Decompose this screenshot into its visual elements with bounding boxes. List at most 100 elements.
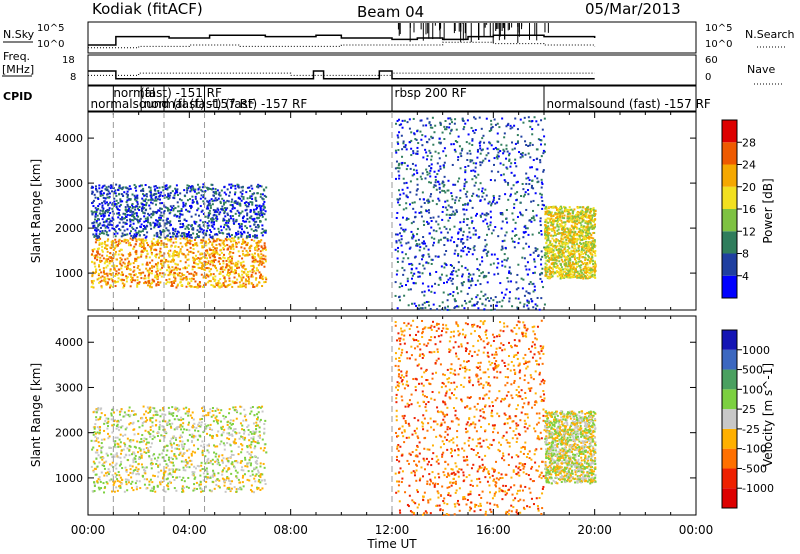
range-gate-cell bbox=[102, 232, 105, 235]
range-gate-cell bbox=[584, 220, 587, 223]
range-gate-cell bbox=[183, 277, 186, 280]
range-gate-cell bbox=[498, 300, 501, 303]
range-gate-cell bbox=[134, 206, 137, 209]
range-gate-cell bbox=[90, 210, 93, 213]
range-gate-cell bbox=[217, 208, 220, 211]
range-gate-cell bbox=[124, 233, 127, 236]
range-gate-cell bbox=[577, 244, 580, 247]
range-gate-cell bbox=[201, 264, 204, 267]
range-gate-cell bbox=[213, 285, 216, 288]
range-gate-cell bbox=[103, 224, 106, 227]
range-gate-cell bbox=[131, 214, 134, 217]
range-gate-cell bbox=[197, 284, 200, 287]
range-gate-cell bbox=[443, 175, 446, 178]
range-gate-cell bbox=[211, 237, 214, 240]
range-gate-cell bbox=[563, 228, 566, 231]
range-gate-cell bbox=[433, 184, 436, 187]
range-gate-cell bbox=[560, 224, 563, 227]
range-gate-cell bbox=[457, 268, 460, 271]
range-gate-cell bbox=[574, 267, 577, 270]
range-gate-cell bbox=[118, 250, 121, 253]
range-gate-cell bbox=[588, 220, 591, 223]
range-gate-cell bbox=[135, 260, 138, 263]
range-gate-cell bbox=[207, 281, 210, 284]
range-gate-cell bbox=[160, 239, 163, 242]
range-gate-cell bbox=[210, 268, 213, 271]
range-gate-cell bbox=[92, 286, 95, 289]
range-gate-cell bbox=[213, 192, 216, 195]
range-gate-cell bbox=[215, 249, 218, 252]
range-gate-cell bbox=[255, 220, 258, 223]
range-gate-cell bbox=[165, 227, 168, 230]
range-gate-cell bbox=[159, 250, 162, 253]
range-gate-cell bbox=[244, 283, 247, 286]
range-gate-cell bbox=[401, 216, 404, 219]
range-gate-cell bbox=[462, 220, 465, 223]
range-gate-cell bbox=[533, 258, 536, 261]
range-gate-cell bbox=[151, 259, 154, 262]
range-gate-cell bbox=[577, 275, 580, 278]
range-gate-cell bbox=[151, 202, 154, 205]
range-gate-cell bbox=[486, 233, 489, 236]
range-gate-cell bbox=[422, 254, 425, 257]
range-gate-cell bbox=[234, 187, 237, 190]
range-gate-cell bbox=[569, 265, 572, 268]
range-gate-cell bbox=[463, 185, 466, 188]
range-gate-cell bbox=[530, 166, 533, 169]
range-gate-cell bbox=[259, 184, 262, 187]
range-gate-cell bbox=[456, 286, 459, 289]
range-gate-cell bbox=[575, 240, 578, 243]
range-gate-cell bbox=[157, 281, 160, 284]
range-gate-cell bbox=[246, 242, 249, 245]
range-gate-cell bbox=[490, 204, 493, 207]
range-gate-cell bbox=[135, 226, 138, 229]
range-gate-cell bbox=[123, 191, 126, 194]
range-gate-cell bbox=[169, 205, 172, 208]
range-gate-cell bbox=[554, 213, 557, 216]
range-gate-cell bbox=[427, 262, 430, 265]
range-gate-cell bbox=[419, 175, 422, 178]
range-gate-cell bbox=[402, 228, 405, 231]
range-gate-cell bbox=[408, 118, 411, 121]
range-gate-cell bbox=[118, 186, 121, 189]
range-gate-cell bbox=[183, 274, 186, 277]
range-gate-cell bbox=[432, 303, 435, 306]
range-gate-cell bbox=[474, 128, 477, 131]
range-gate-cell bbox=[240, 270, 243, 273]
range-gate-cell bbox=[218, 285, 221, 288]
range-gate-cell bbox=[215, 233, 218, 236]
range-gate-cell bbox=[439, 167, 442, 170]
range-gate-cell bbox=[176, 268, 179, 271]
range-gate-cell bbox=[126, 213, 129, 216]
range-gate-cell bbox=[121, 194, 124, 197]
range-gate-cell bbox=[123, 262, 126, 265]
range-gate-cell bbox=[413, 132, 416, 135]
range-gate-cell bbox=[218, 253, 221, 256]
range-gate-cell bbox=[146, 216, 149, 219]
range-gate-cell bbox=[172, 241, 175, 244]
range-gate-cell bbox=[212, 258, 215, 261]
range-gate-cell bbox=[479, 263, 482, 266]
range-gate-cell bbox=[264, 229, 267, 232]
range-gate-cell bbox=[546, 260, 549, 263]
range-gate-cell bbox=[540, 186, 543, 189]
range-gate-cell bbox=[197, 207, 200, 210]
range-gate-cell bbox=[454, 212, 457, 215]
range-gate-cell bbox=[439, 278, 442, 281]
range-gate-cell bbox=[171, 266, 174, 269]
range-gate-cell bbox=[198, 266, 201, 269]
range-gate-cell bbox=[217, 230, 220, 233]
range-gate-cell bbox=[174, 254, 177, 257]
range-gate-cell bbox=[120, 264, 123, 267]
range-gate-cell bbox=[229, 273, 232, 276]
nsky-label: N.Sky bbox=[3, 28, 35, 41]
range-gate-cell bbox=[250, 273, 253, 276]
range-gate-cell bbox=[559, 275, 562, 278]
range-gate-cell bbox=[415, 169, 418, 172]
range-gate-cell bbox=[157, 236, 160, 239]
range-gate-cell bbox=[138, 271, 141, 274]
range-gate-cell bbox=[544, 226, 547, 229]
range-gate-cell bbox=[532, 159, 535, 162]
range-gate-cell bbox=[440, 265, 443, 268]
range-gate-cell bbox=[576, 211, 579, 214]
